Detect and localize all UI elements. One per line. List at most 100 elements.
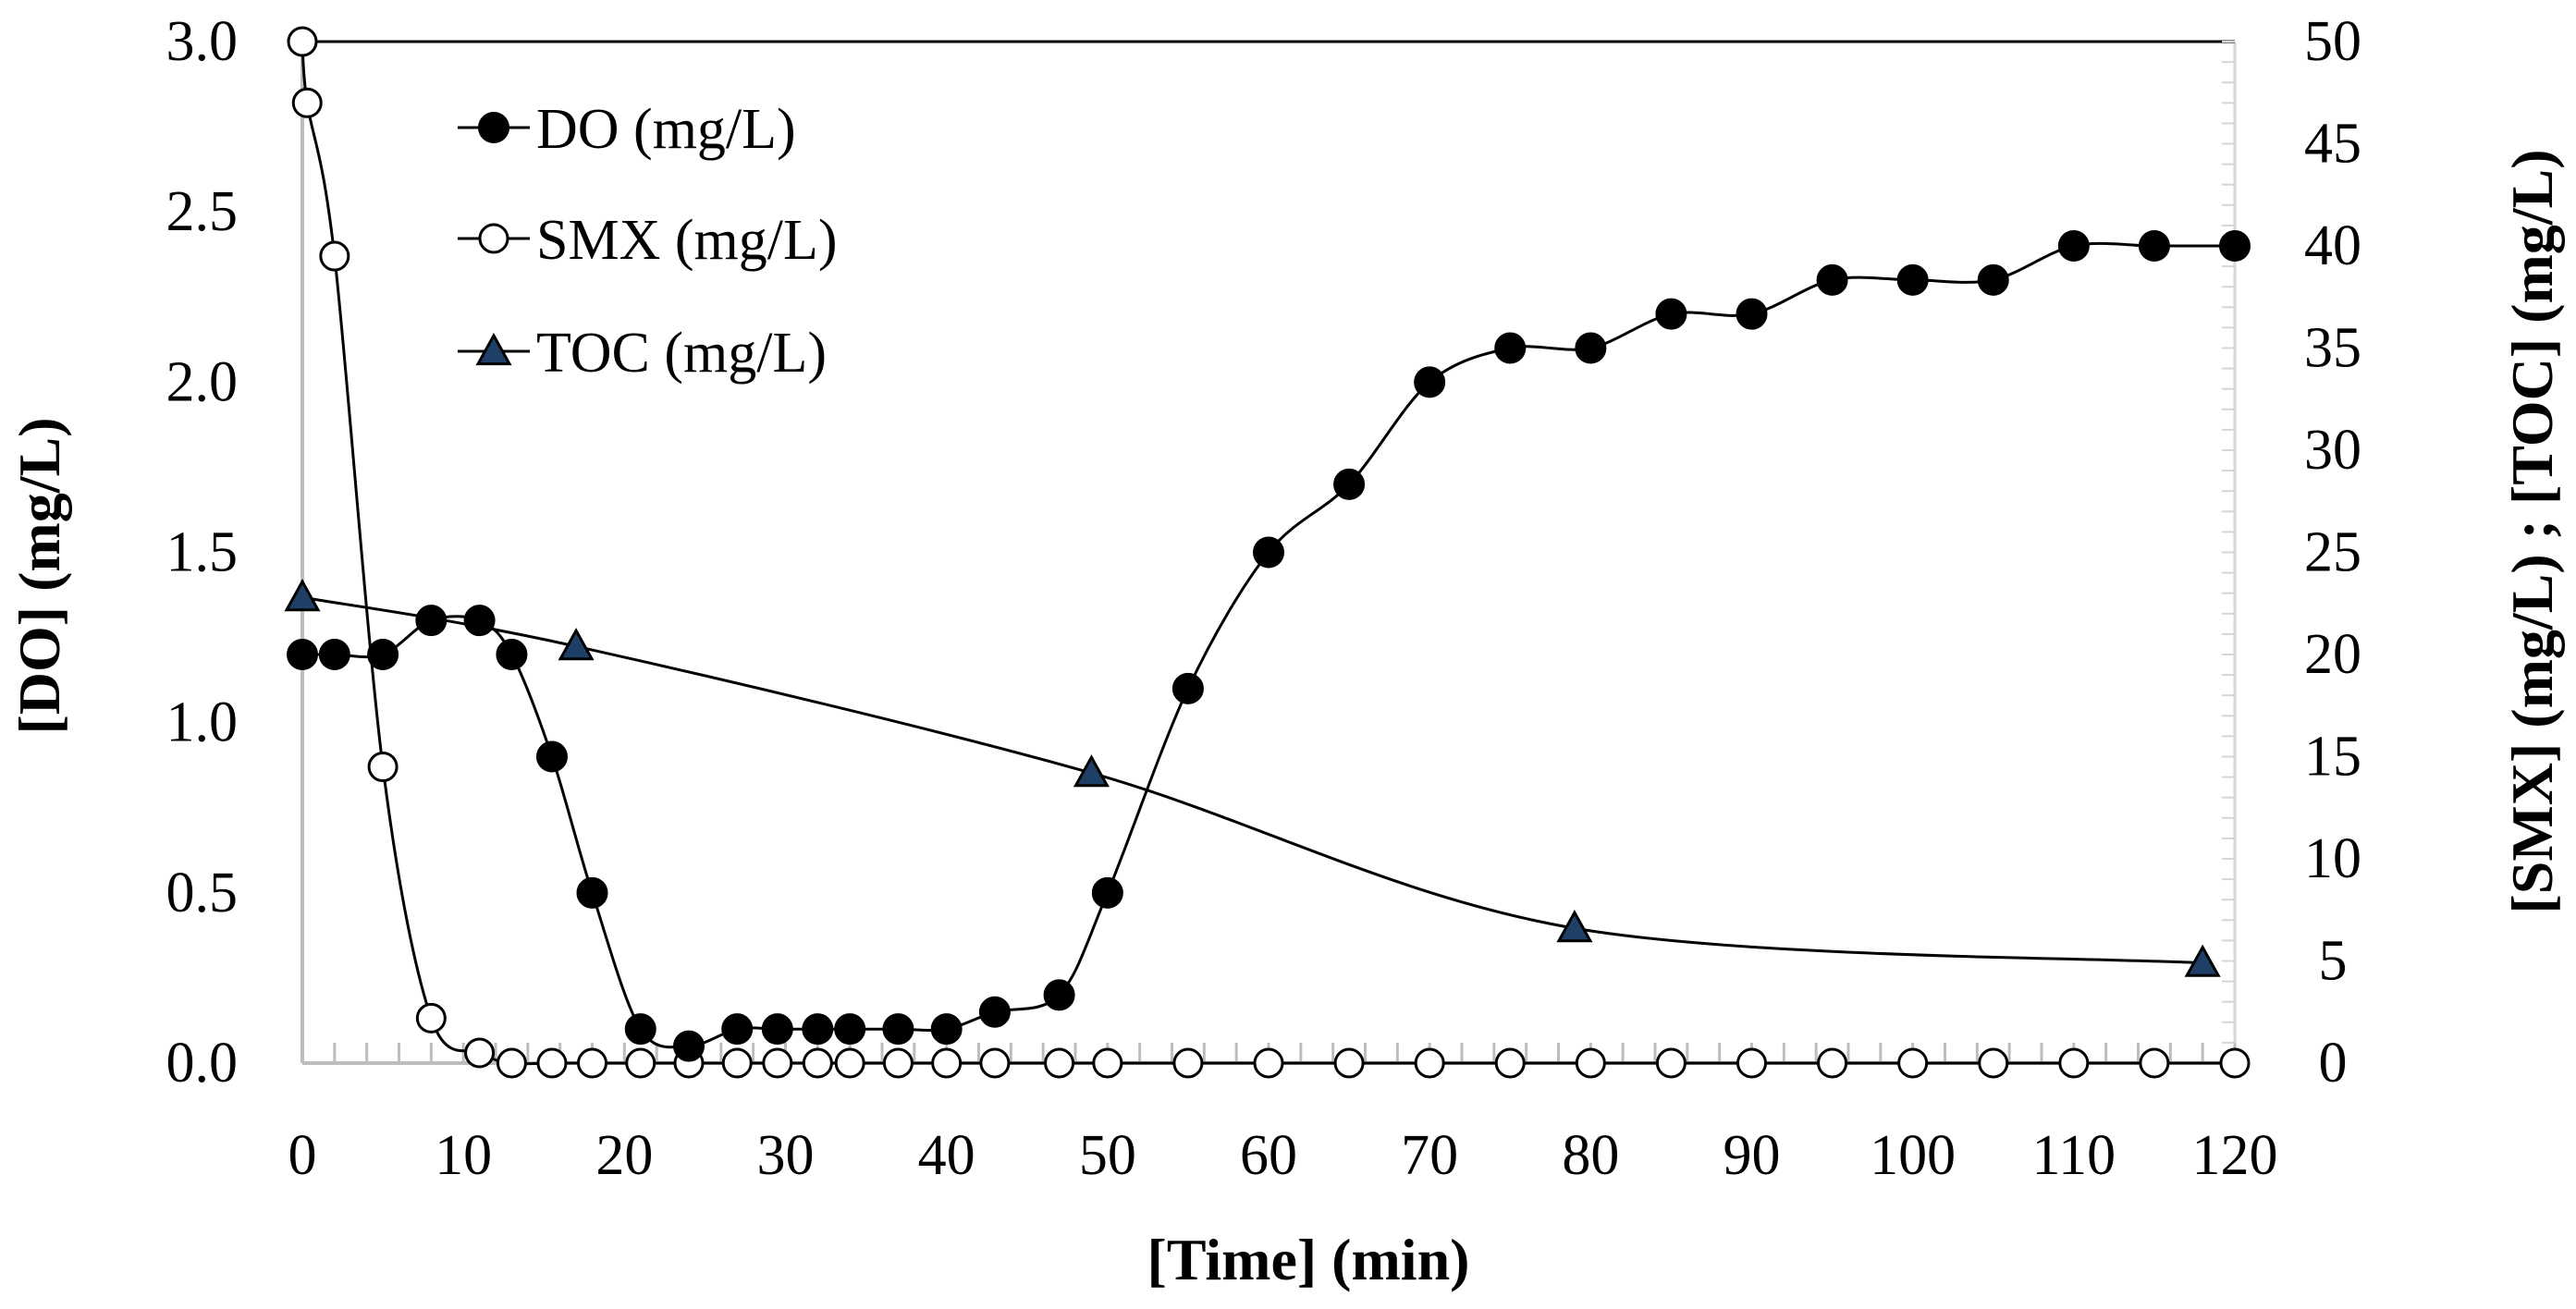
smx-data-point bbox=[1655, 1047, 1687, 1079]
smx-data-point bbox=[496, 1047, 527, 1079]
legend-label-toc: TOC (mg/L) bbox=[536, 322, 827, 385]
smx-data-point bbox=[291, 87, 323, 118]
do-data-point bbox=[673, 1030, 705, 1062]
y-left-axis-ticks: 0.0 0.5 1.0 1.5 2.0 2.5 3.0 bbox=[166, 10, 239, 1095]
smx-data-point bbox=[882, 1047, 914, 1079]
smx-data-point bbox=[2139, 1047, 2170, 1079]
y-left-tick-label: 0.0 bbox=[166, 1032, 239, 1095]
do-data-point bbox=[882, 1013, 914, 1046]
x-tick-label: 0 bbox=[288, 1124, 317, 1187]
y-right-tick-label: 35 bbox=[2304, 317, 2361, 380]
do-data-point bbox=[1575, 332, 1607, 364]
do-data-point bbox=[2057, 230, 2090, 262]
smx-data-point bbox=[1253, 1047, 1284, 1079]
do-data-point bbox=[535, 740, 568, 773]
do-data-point bbox=[834, 1013, 866, 1046]
x-tick-label: 60 bbox=[1240, 1124, 1297, 1187]
y-right-tick-label: 25 bbox=[2304, 521, 2361, 584]
x-tick-label: 40 bbox=[918, 1124, 975, 1187]
do-data-point bbox=[624, 1013, 656, 1046]
smx-data-point bbox=[415, 1002, 447, 1034]
smx-data-point bbox=[536, 1047, 568, 1079]
smx-data-point bbox=[1044, 1047, 1075, 1079]
smx-data-point bbox=[1575, 1047, 1606, 1079]
toc-data-point bbox=[1073, 754, 1110, 788]
toc-data-point bbox=[284, 579, 321, 612]
x-tick-label: 100 bbox=[1870, 1124, 1956, 1187]
do-data-point bbox=[1171, 672, 1204, 704]
smx-data-point bbox=[1897, 1047, 1929, 1079]
toc-data-point bbox=[1556, 910, 1593, 943]
do-data-point bbox=[930, 1013, 963, 1046]
x-tick-label: 70 bbox=[1401, 1124, 1458, 1187]
do-data-point bbox=[1414, 366, 1446, 398]
y-right-axis-title: [SMX] (mg/L) ; [TOC] (mg/L) bbox=[2499, 149, 2565, 913]
smx-data-point bbox=[1333, 1047, 1365, 1079]
smx-data-point bbox=[834, 1047, 865, 1079]
do-data-point bbox=[1977, 263, 2009, 296]
x-minor-ticks bbox=[301, 41, 2237, 1064]
smx-data-point bbox=[1414, 1047, 1445, 1079]
smx-data-point bbox=[1092, 1047, 1123, 1079]
do-data-point bbox=[463, 605, 496, 637]
toc-data-point bbox=[558, 628, 595, 661]
smx-data-point bbox=[2058, 1047, 2090, 1079]
x-tick-label: 80 bbox=[1562, 1124, 1619, 1187]
do-data-point bbox=[415, 605, 448, 637]
legend-marker-do bbox=[478, 112, 509, 143]
y-right-tick-label: 50 bbox=[2304, 10, 2361, 73]
do-data-point bbox=[2219, 230, 2251, 262]
y-left-axis-title: [DO] (mg/L) bbox=[6, 417, 72, 734]
x-tick-label: 10 bbox=[435, 1124, 492, 1187]
y-right-tick-label: 15 bbox=[2304, 726, 2361, 789]
smx-data-point bbox=[319, 240, 350, 272]
do-data-point bbox=[721, 1013, 754, 1046]
y-right-axis-ticks: 0 5 10 15 20 25 30 35 40 45 50 bbox=[2304, 10, 2361, 1095]
series-markers bbox=[284, 26, 2251, 1079]
do-data-point bbox=[1333, 468, 1366, 500]
x-tick-label: 50 bbox=[1079, 1124, 1136, 1187]
smx-data-point bbox=[577, 1047, 607, 1079]
do-data-point bbox=[1736, 298, 1768, 330]
do-data-point bbox=[802, 1013, 834, 1046]
do-data-point bbox=[1896, 263, 1929, 296]
legend-marker-smx bbox=[478, 223, 509, 254]
do-data-point bbox=[978, 996, 1011, 1028]
do-data-point bbox=[2138, 230, 2170, 262]
y-left-tick-label: 1.0 bbox=[166, 691, 239, 754]
y-right-tick-label: 20 bbox=[2304, 623, 2361, 686]
smx-data-point bbox=[802, 1047, 833, 1079]
do-data-point bbox=[1494, 332, 1527, 364]
do-data-point bbox=[1655, 298, 1687, 330]
x-tick-label: 90 bbox=[1723, 1124, 1781, 1187]
do-data-point bbox=[496, 639, 528, 670]
smx-data-point bbox=[1494, 1047, 1526, 1079]
y-left-tick-label: 2.5 bbox=[166, 180, 239, 243]
y-right-tick-label: 5 bbox=[2319, 930, 2348, 993]
smx-data-point bbox=[721, 1047, 753, 1079]
y-left-tick-label: 2.0 bbox=[166, 350, 239, 413]
smx-data-point bbox=[1736, 1047, 1767, 1079]
do-data-point bbox=[318, 639, 350, 670]
toc-series-line bbox=[301, 595, 2203, 965]
smx-data-point bbox=[1172, 1047, 1204, 1079]
do-data-point bbox=[1816, 263, 1848, 296]
smx-data-point bbox=[931, 1047, 963, 1079]
y-right-tick-label: 40 bbox=[2304, 214, 2361, 277]
y-left-tick-label: 3.0 bbox=[166, 10, 239, 73]
x-axis-title: [Time] (min) bbox=[1147, 1227, 1470, 1292]
legend: DO (mg/L) SMX (mg/L) TOC (mg/L) bbox=[458, 98, 838, 385]
toc-data-point bbox=[2184, 944, 2221, 977]
x-tick-label: 110 bbox=[2031, 1124, 2116, 1187]
do-data-point bbox=[287, 639, 318, 670]
do-data-point bbox=[367, 639, 399, 670]
do-data-point bbox=[1253, 536, 1284, 569]
x-tick-label: 30 bbox=[757, 1124, 815, 1187]
do-data-point bbox=[761, 1013, 793, 1046]
smx-data-point bbox=[367, 752, 399, 783]
y-right-tick-label: 45 bbox=[2304, 113, 2361, 176]
y-right-tick-label: 10 bbox=[2304, 827, 2361, 890]
smx-data-point bbox=[1817, 1047, 1848, 1079]
y-left-tick-label: 0.5 bbox=[166, 862, 239, 924]
